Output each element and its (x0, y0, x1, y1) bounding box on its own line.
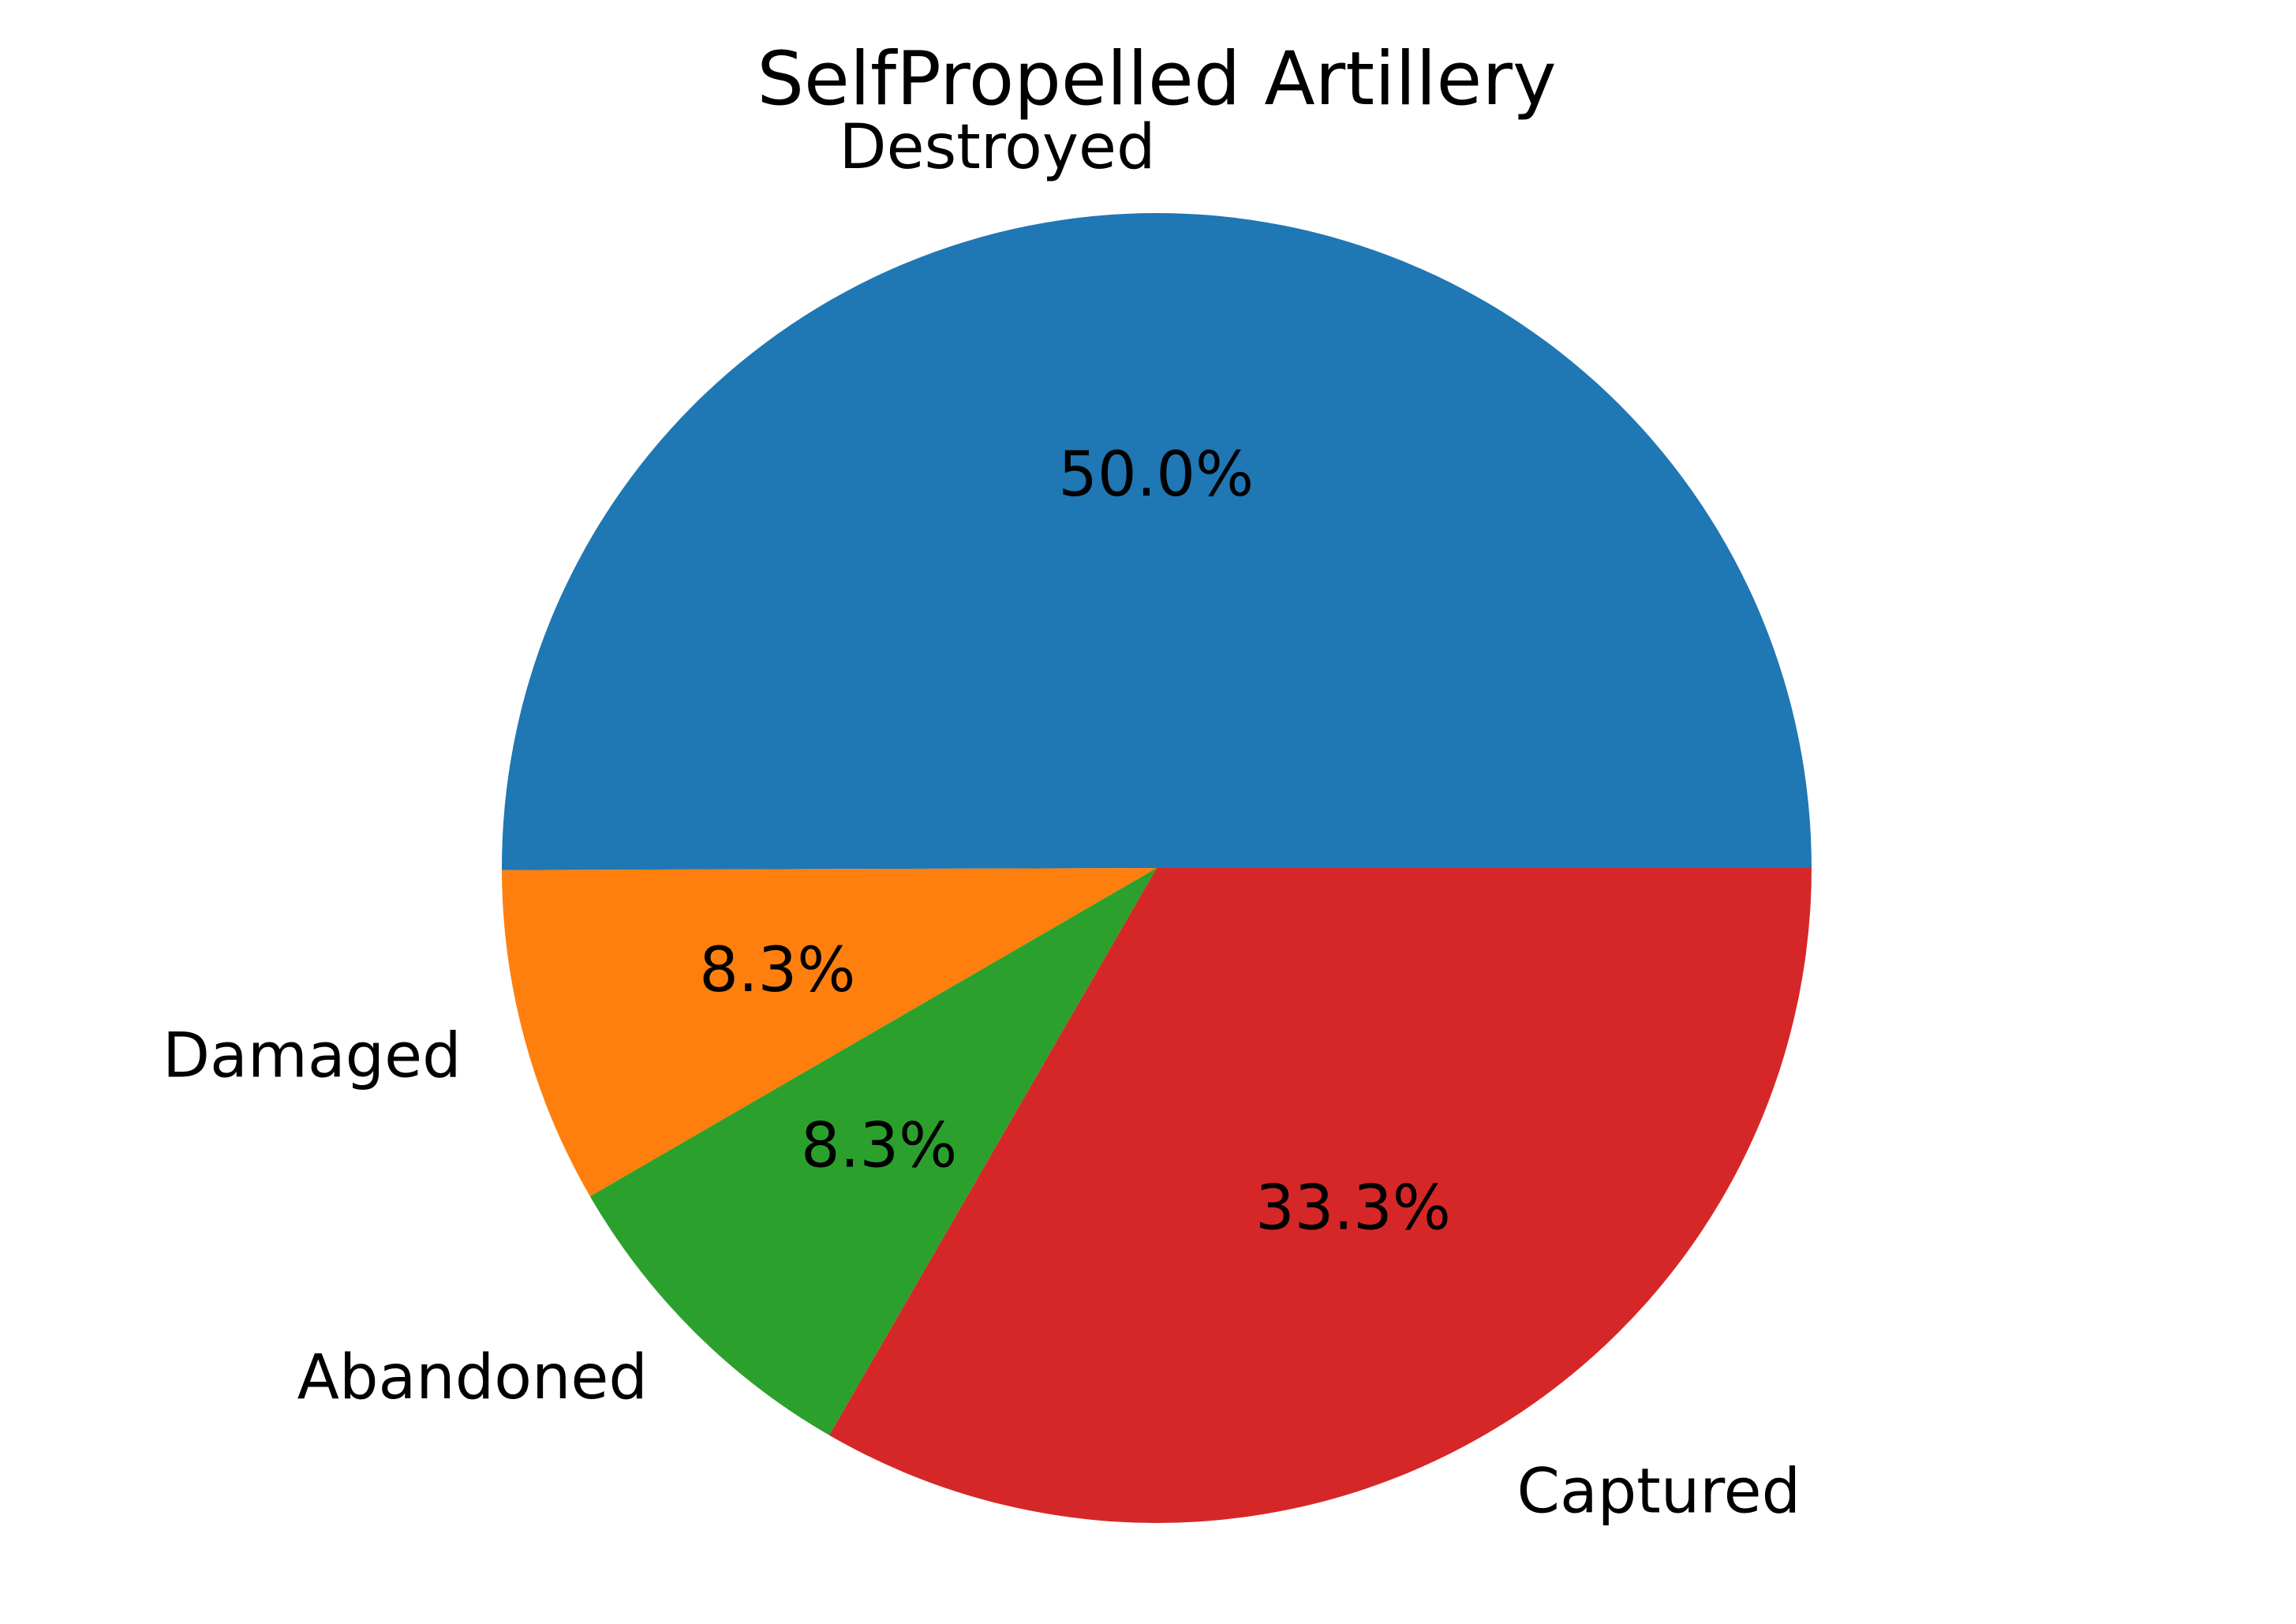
slice-label-captured: Captured (1517, 1457, 1801, 1528)
pct-label-destroyed: 50.0% (1058, 440, 1254, 511)
chart-title: SelfPropelled Artillery (757, 36, 1556, 122)
slice-label-damaged: Damaged (163, 1020, 462, 1091)
pct-label-captured: 33.3% (1255, 1173, 1451, 1244)
pie-slice-damaged (502, 868, 1157, 1197)
pct-label-damaged: 8.3% (699, 935, 855, 1006)
pct-label-abandoned: 8.3% (801, 1110, 957, 1181)
pie-slice-captured (829, 868, 1812, 1523)
pie-slice-destroyed (501, 213, 1812, 870)
pie-slices (501, 213, 1812, 1523)
pie-labels: 50.0% Destroyed 8.3% Damaged 8.3% Abandoned 33… (163, 112, 1801, 1528)
slice-label-destroyed: Destroyed (839, 112, 1156, 183)
slice-label-abandoned: Abandoned (297, 1342, 648, 1413)
pie-slice-abandoned (589, 868, 1157, 1435)
